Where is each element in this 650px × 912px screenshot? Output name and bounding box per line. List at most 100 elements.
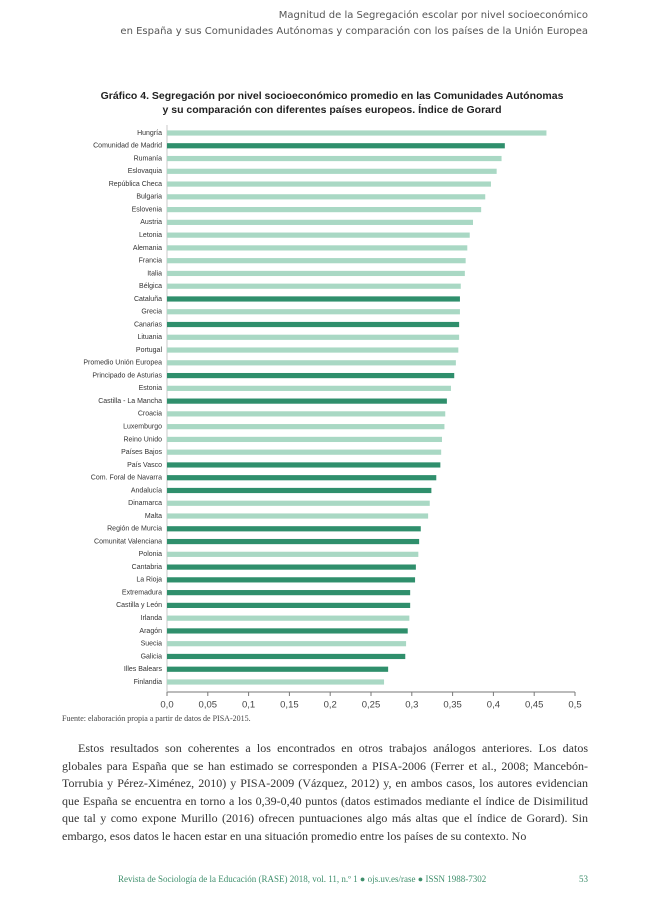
y-tick-label: Principado de Asturias (92, 372, 162, 379)
bar (167, 143, 505, 149)
y-tick-label: Galicia (141, 653, 163, 660)
y-tick-label: Grecia (141, 309, 162, 316)
y-tick-label: Región de Murcia (107, 526, 162, 533)
x-tick-label: 0,1 (242, 700, 255, 711)
y-tick-label: Bulgaria (136, 194, 162, 201)
y-tick-label: Reino Unido (123, 436, 162, 443)
bar (167, 347, 459, 353)
y-tick-label: Dinamarca (128, 500, 162, 507)
y-tick-label: Comunitat Valenciana (94, 538, 162, 545)
y-tick-label: Com. Foral de Navarra (91, 475, 162, 482)
header-line: Magnitud de la Segregación escolar por n… (278, 10, 588, 21)
y-tick-label: Illes Balears (124, 666, 163, 673)
y-tick-label: Cantabria (132, 564, 162, 571)
bar (167, 487, 432, 494)
bar (167, 168, 497, 174)
y-tick-label: Eslovaquia (128, 168, 162, 175)
y-tick-label: Castilla y León (116, 602, 162, 609)
x-tick-label: 0,0 (160, 700, 173, 711)
bar (167, 475, 437, 481)
bar (167, 411, 446, 417)
bar (167, 283, 461, 289)
bar (167, 296, 460, 302)
y-tick-label: Lituania (137, 334, 162, 341)
bar (167, 538, 420, 545)
bar (167, 309, 460, 315)
y-tick-label: Extremadura (122, 589, 162, 596)
y-tick-label: Francia (139, 258, 162, 265)
header-line: en España y sus Comunidades Autónomas y … (120, 26, 588, 37)
y-tick-label: Bélgica (139, 283, 162, 290)
y-tick-label: Canarias (134, 321, 163, 328)
y-tick-label: Andalucía (131, 487, 162, 494)
y-tick-label: Austria (140, 219, 162, 226)
y-tick-label: Italia (147, 270, 162, 277)
bar (167, 513, 429, 519)
bar (167, 321, 460, 328)
y-tick-label: Castilla - La Mancha (98, 398, 162, 405)
y-tick-label: Luxemburgo (123, 423, 162, 430)
bar (167, 500, 430, 506)
bar (167, 245, 468, 251)
bar (167, 526, 421, 532)
bar (167, 615, 410, 621)
y-tick-label: Alemania (133, 245, 162, 252)
x-tick-label: 0,2 (324, 700, 337, 711)
x-tick-label: 0,45 (525, 700, 544, 711)
y-tick-label: República Checa (109, 181, 162, 188)
bar (167, 424, 445, 430)
bar (167, 590, 411, 596)
bar (167, 372, 455, 379)
bar (167, 130, 547, 136)
bar (167, 385, 451, 391)
bar (167, 436, 442, 443)
source: Fuente: elaboración propia a partir de d… (62, 714, 251, 723)
bar (167, 449, 442, 455)
x-tick-label: 0,5 (568, 700, 581, 711)
bar (167, 462, 441, 468)
bar (167, 666, 389, 672)
bar (167, 334, 460, 340)
bar (167, 258, 466, 264)
chart-title: Gráfico 4. Segregación por nivel socioec… (101, 90, 564, 102)
y-tick-label: Rumanía (134, 155, 163, 162)
x-tick-label: 0,4 (487, 700, 500, 711)
bar (167, 679, 385, 685)
x-tick-label: 0,05 (199, 700, 218, 711)
bar (167, 270, 465, 277)
bar (167, 207, 482, 213)
bar (167, 653, 406, 660)
y-tick-label: País Vasco (127, 462, 162, 469)
y-tick-label: Estonia (139, 385, 162, 392)
bar (167, 194, 486, 200)
bar (167, 602, 411, 608)
y-tick-label: Irlanda (141, 615, 163, 622)
bar (167, 641, 407, 647)
chart-title: y su comparación con diferentes países e… (162, 103, 501, 116)
bar (167, 398, 447, 404)
y-tick-label: Polonia (139, 551, 162, 558)
paragraph: Estos resultados son coherentes a los en… (62, 741, 588, 843)
bar (167, 551, 419, 557)
y-tick-label: Croacia (138, 411, 162, 418)
y-tick-label: Promedio Unión Europea (83, 360, 162, 367)
y-tick-label: La Rioja (136, 577, 162, 584)
bar (167, 181, 491, 187)
x-tick-label: 0,3 (405, 700, 418, 711)
bar (167, 219, 473, 225)
x-tick-label: 0,25 (362, 700, 381, 711)
y-tick-label: Eslovenia (132, 206, 162, 213)
y-tick-label: Cataluña (134, 296, 162, 303)
y-tick-label: Comunidad de Madrid (93, 143, 162, 150)
y-tick-label: Letonia (139, 232, 162, 239)
x-tick-label: 0,15 (280, 700, 299, 711)
y-tick-label: Finlandia (134, 679, 163, 686)
bar (167, 232, 470, 238)
footer-journal: Revista de Sociología de la Educación (R… (118, 874, 487, 884)
y-tick-label: Hungría (137, 130, 162, 137)
bar (167, 155, 502, 162)
y-tick-label: Países Bajos (121, 449, 162, 456)
bar (167, 360, 456, 366)
y-tick-label: Malta (145, 513, 162, 520)
